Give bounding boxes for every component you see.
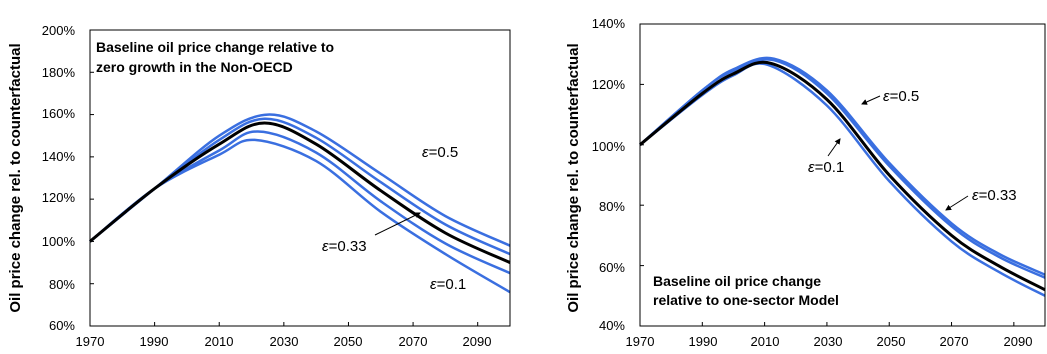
right-annotation-line-1: Baseline oil price change	[653, 273, 821, 289]
left-y-tick-label: 200%	[42, 23, 76, 38]
epsilon-symbol: ε	[322, 238, 329, 255]
right-y-tick-label: 100%	[592, 139, 626, 154]
left-chart: Oil price change rel. to counterfactual …	[7, 23, 511, 349]
right-label-arrow	[861, 95, 881, 105]
left-y-tick-label: 160%	[42, 106, 76, 121]
right-sensitivity-series-line	[639, 58, 1046, 279]
epsilon-symbol: ε	[808, 159, 815, 176]
right-x-tick-labels: 1970 1990 2010 2030 2050 2070 2090	[626, 334, 1033, 349]
epsilon-value: =0.1	[815, 159, 845, 176]
left-label-eps-0.5: ε=0.5	[422, 144, 458, 161]
right-y-tick-label: 80%	[599, 199, 625, 214]
left-baseline-series-line	[89, 121, 511, 264]
right-label-eps-0.1: ε=0.1	[808, 138, 844, 176]
right-x-tick-label: 2030	[814, 334, 843, 349]
right-y-tick-label: 60%	[599, 260, 625, 275]
left-plot-frame	[89, 29, 511, 327]
svg-text:ε=0.1: ε=0.1	[430, 276, 466, 293]
left-y-axis-label: Oil price change rel. to counterfactual	[7, 43, 24, 312]
right-y-tick-labels: 40% 60% 80% 100% 120% 140%	[592, 16, 626, 333]
right-series-lines	[639, 23, 1046, 327]
left-annotation-line-2: zero growth in the Non-OECD	[96, 59, 293, 75]
left-y-tick-label: 80%	[49, 277, 75, 292]
left-x-tick-label: 1990	[140, 334, 169, 349]
left-label-eps-0.33: ε=0.33	[322, 212, 421, 255]
left-x-tick-label: 1970	[76, 334, 105, 349]
left-label-arrow	[374, 212, 421, 236]
epsilon-value: =0.33	[329, 238, 367, 255]
right-baseline-series-line	[639, 60, 1046, 292]
right-y-tick-label: 140%	[592, 16, 626, 31]
left-y-tick-label: 140%	[42, 149, 76, 164]
left-series-lines	[89, 29, 511, 327]
epsilon-value: =0.5	[890, 88, 920, 105]
epsilon-symbol: ε	[430, 276, 437, 293]
left-x-tick-label: 2050	[334, 334, 363, 349]
left-y-tick-label: 180%	[42, 65, 76, 80]
left-y-tick-label: 100%	[42, 234, 76, 249]
left-x-tick-label: 2030	[270, 334, 299, 349]
left-x-tick-labels: 1970 1990 2010 2030 2050 2070 2090	[76, 334, 492, 349]
left-x-tick-label: 2070	[399, 334, 428, 349]
left-label-eps-0.1: ε=0.1	[430, 276, 466, 293]
right-y-tick-label: 40%	[599, 318, 625, 333]
right-label-arrow	[945, 195, 969, 211]
left-y-tick-labels: 60% 80% 100% 120% 140% 160% 180% 200%	[42, 23, 76, 333]
right-x-tick-label: 1990	[689, 334, 718, 349]
right-x-tick-label: 2050	[877, 334, 906, 349]
right-x-tick-label: 2090	[1004, 334, 1033, 349]
epsilon-value: =0.33	[979, 187, 1017, 204]
right-y-tick-label: 120%	[592, 77, 626, 92]
svg-text:ε=0.5: ε=0.5	[883, 88, 919, 105]
right-x-tick-label: 1970	[626, 334, 655, 349]
right-plot-frame	[639, 23, 1046, 327]
svg-text:ε=0.1: ε=0.1	[808, 159, 844, 176]
epsilon-symbol: ε	[972, 187, 979, 204]
epsilon-symbol: ε	[422, 144, 429, 161]
right-y-axis-label: Oil price change rel. to counterfactual	[565, 43, 582, 312]
left-y-tick-label: 60%	[49, 318, 75, 333]
right-annotation-line-2: relative to one-sector Model	[653, 292, 839, 308]
right-x-tick-label: 2010	[751, 334, 780, 349]
epsilon-value: =0.1	[437, 276, 467, 293]
right-chart: Oil price change rel. to counterfactual …	[565, 16, 1046, 349]
svg-text:ε=0.33: ε=0.33	[972, 187, 1017, 204]
right-x-tick-label: 2070	[940, 334, 969, 349]
left-y-tick-label: 120%	[42, 190, 76, 205]
right-label-arrow	[827, 138, 841, 157]
right-sensitivity-series-line	[639, 62, 1046, 297]
left-annotation-line-1: Baseline oil price change relative to	[96, 39, 334, 55]
right-label-eps-0.33: ε=0.33	[945, 187, 1017, 211]
epsilon-value: =0.5	[429, 144, 459, 161]
svg-text:ε=0.33: ε=0.33	[322, 238, 367, 255]
left-x-tick-label: 2010	[205, 334, 234, 349]
svg-text:ε=0.5: ε=0.5	[422, 144, 458, 161]
left-x-tick-label: 2090	[463, 334, 492, 349]
right-label-eps-0.5: ε=0.5	[861, 88, 919, 105]
epsilon-symbol: ε	[883, 88, 890, 105]
